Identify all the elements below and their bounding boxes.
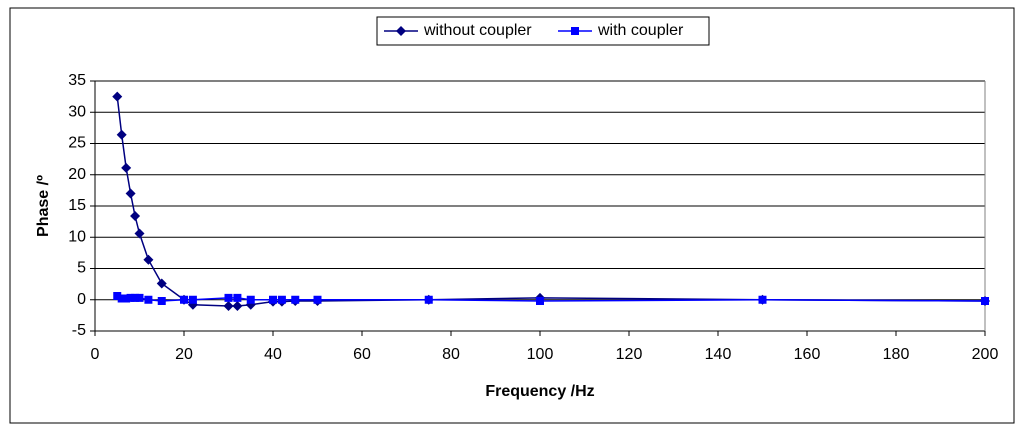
marker: [224, 293, 233, 302]
x-tick-label: 140: [705, 346, 732, 363]
x-tick-label: 0: [91, 346, 100, 363]
marker: [313, 295, 322, 304]
x-tick-label: 100: [527, 346, 554, 363]
y-tick-label: 10: [68, 228, 86, 245]
x-tick-label: 180: [883, 346, 910, 363]
marker: [156, 278, 167, 289]
legend-label: without coupler: [423, 22, 532, 39]
marker: [125, 188, 136, 199]
x-tick-label: 200: [972, 346, 999, 363]
marker: [116, 129, 127, 140]
x-axis-title: Frequency /Hz: [485, 383, 594, 400]
marker: [113, 292, 122, 300]
marker: [223, 301, 234, 311]
marker: [758, 295, 767, 304]
marker: [188, 295, 197, 304]
marker: [233, 293, 242, 302]
marker: [134, 228, 145, 239]
chart-frame: [9, 7, 1015, 424]
x-tick-label: 160: [794, 346, 821, 363]
y-tick-label: 20: [68, 166, 86, 183]
y-tick-label: -5: [72, 322, 86, 339]
marker: [571, 27, 579, 35]
marker: [112, 91, 123, 102]
marker: [131, 293, 140, 302]
marker: [130, 211, 141, 221]
legend-box: [376, 16, 710, 46]
marker: [291, 295, 300, 304]
marker: [121, 162, 132, 173]
marker: [424, 295, 433, 304]
y-tick-label: 35: [68, 72, 86, 89]
marker: [126, 293, 135, 302]
marker: [135, 293, 144, 302]
legend-label: with coupler: [597, 22, 684, 39]
y-tick-label: 5: [77, 260, 86, 277]
marker: [144, 295, 153, 304]
marker: [122, 294, 131, 303]
marker: [277, 295, 286, 304]
x-tick-label: 80: [442, 346, 460, 363]
y-axis-title: Phase /º: [35, 175, 52, 237]
marker: [117, 294, 126, 303]
marker: [269, 295, 277, 304]
x-tick-label: 120: [616, 346, 643, 363]
y-tick-label: 0: [77, 291, 86, 308]
x-tick-label: 60: [353, 346, 371, 363]
y-tick-label: 15: [68, 197, 86, 214]
marker: [232, 301, 243, 311]
marker: [157, 297, 166, 305]
marker: [396, 26, 406, 36]
marker: [143, 254, 154, 265]
y-tick-label: 25: [68, 135, 86, 152]
y-tick-label: 30: [68, 103, 86, 120]
x-tick-label: 40: [264, 346, 282, 363]
marker: [246, 295, 255, 304]
x-tick-label: 20: [175, 346, 193, 363]
marker: [536, 297, 544, 305]
marker: [981, 297, 989, 305]
marker: [180, 295, 188, 304]
